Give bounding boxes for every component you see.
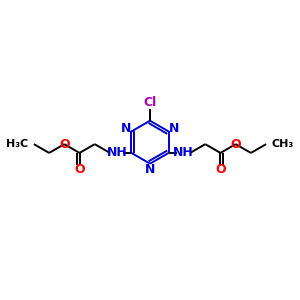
Text: N: N [121, 122, 131, 135]
Text: O: O [230, 138, 241, 151]
Text: O: O [215, 163, 226, 176]
Text: O: O [74, 163, 85, 176]
Text: CH₃: CH₃ [272, 139, 294, 149]
Text: H₃C: H₃C [6, 139, 28, 149]
Text: Cl: Cl [143, 96, 157, 109]
Text: O: O [59, 138, 70, 151]
Text: NH: NH [106, 146, 127, 159]
Text: N: N [169, 122, 179, 135]
Text: NH: NH [173, 146, 194, 159]
Text: N: N [145, 163, 155, 176]
